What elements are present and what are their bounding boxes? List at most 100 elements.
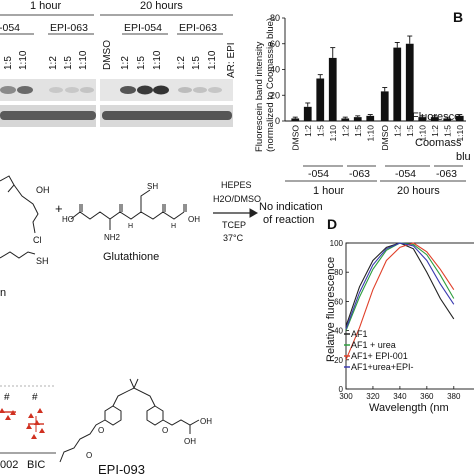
lane-label: DMSO (102, 40, 113, 70)
bar (316, 78, 325, 121)
label-20-hours: 20 hours (140, 0, 183, 12)
x-tick-label: 1:5 (405, 125, 415, 137)
bar (430, 117, 439, 121)
right-ether-chain (162, 419, 200, 426)
lane-label: 1:10 (152, 50, 163, 70)
x-tick-label: 1:10 (417, 125, 427, 142)
group-063-20h: -063 (436, 168, 457, 180)
gel-coomassie-blot (0, 105, 233, 127)
line-chart-d: 0 20 40 60 80 100 300 320 340 360 380 (330, 239, 474, 401)
benzene-ring-right (146, 405, 164, 426)
bar (405, 43, 414, 121)
x-tick-label: 320 (366, 392, 380, 401)
panel-a: 1 hour 20 hours -054 EPI-063 EPI-054 EPI… (0, 0, 237, 127)
label-epi063-1h: EPI-063 (50, 22, 88, 34)
condition-tcep: TCEP (222, 220, 246, 230)
legend-af1-urea: AF1 + urea (351, 340, 396, 350)
bond-ch2sh (140, 189, 151, 212)
x-tick-label: 1:5 (315, 125, 325, 137)
lane-label: 1:5 (63, 56, 74, 70)
chain-fragment (13, 184, 39, 234)
panel-c-labels: OH Cl SH n + HO NH2 SH H H OH Glutathion… (0, 180, 323, 299)
left-ether-chain (59, 419, 106, 463)
series-line (345, 242, 455, 330)
legend-af1: AF1 (351, 329, 368, 339)
frag-n-label: n (0, 287, 6, 299)
xlabel-002: 002 (0, 459, 18, 471)
condition-hepes: HEPES (221, 180, 252, 190)
thiol-chain-fragment (0, 251, 36, 259)
label-epi054-20h: EPI-054 (124, 22, 162, 34)
condition-solvent: H2O/DMSO (213, 194, 261, 204)
lane-label: 1:2 (120, 56, 131, 70)
series-line (345, 242, 455, 361)
panel-c (0, 175, 259, 259)
x-tick-label: 340 (393, 392, 407, 401)
scatter-point (28, 413, 34, 418)
gsh-h-label: H (171, 223, 176, 230)
result-line-1: No indication (259, 201, 323, 213)
lane-label: 1:5 (136, 56, 147, 70)
panel-b-ylabel-line2: (normalized to Coomassie blue) (265, 18, 276, 152)
y-tick-label: 80 (334, 268, 343, 277)
bar (328, 57, 337, 121)
label-epi063-20h: EPI-063 (179, 22, 217, 34)
frag-sh-label: SH (36, 256, 49, 266)
ar-epi-label: AR: EPI (226, 42, 237, 78)
gsh-oh-label: OH (188, 215, 200, 224)
x-tick-label: 1:2 (392, 125, 402, 137)
lane-label: 1:10 (207, 50, 218, 70)
scatter-points (0, 408, 45, 439)
lane-label: 1:10 (78, 50, 89, 70)
result-line-2: of reaction (263, 214, 314, 226)
y-tick-label: 60 (334, 297, 343, 306)
compound-label-epi093: EPI-093 (98, 462, 145, 474)
ether-o-label: O (86, 451, 92, 460)
y-tick-label: 0 (275, 116, 280, 126)
legend-af1-epi001: AF1+ EPI-001 (351, 351, 408, 361)
gsh-h-label: H (128, 223, 133, 230)
x-tick-label: DMSO (290, 125, 300, 151)
isopropylidene-bridge (112, 387, 156, 407)
y-tick-label: 20 (334, 356, 343, 365)
panel-b-letter: B (453, 9, 463, 25)
scatter-point (26, 424, 32, 429)
x-tick-label: 380 (447, 392, 461, 401)
x-tick-label: 1:10 (365, 125, 375, 142)
label-1-hour: 1 hour (30, 0, 62, 12)
hash-002: # (4, 392, 10, 403)
lane-label: 1:5 (3, 56, 14, 70)
panel-d: D Relative fluorescence Wavelength (nm 0… (325, 216, 474, 414)
frag-cl-label: Cl (33, 235, 42, 245)
y-tick-label: 60 (270, 39, 280, 49)
scatter-point (0, 408, 5, 413)
plus-sign: + (55, 201, 63, 216)
scatter-point (31, 434, 37, 439)
lane-label: 1:2 (48, 56, 59, 70)
condition-temp: 37°C (223, 233, 244, 243)
scatter-point (37, 408, 43, 413)
time-1-hour-b: 1 hour (313, 185, 345, 197)
epi093-structure (59, 378, 200, 463)
group-063-1h: -063 (349, 168, 370, 180)
methyl-groups (129, 378, 139, 389)
group-054-20h: -054 (395, 168, 416, 180)
scatter-point (34, 420, 40, 425)
label-054-1h: -054 (0, 22, 20, 34)
panel-d-letter: D (327, 216, 337, 232)
reaction-arrow-head (249, 208, 259, 218)
scatter-point (5, 415, 11, 420)
y-tick-label: 100 (330, 239, 344, 248)
ring-fragment (0, 175, 15, 193)
panel-d-xlabel: Wavelength (nm (369, 402, 449, 414)
bar (455, 115, 464, 121)
legend-af1-urea-epi: AF1+urea+EPI- (351, 362, 414, 372)
y-tick-label: 40 (334, 327, 343, 336)
scatter-point (39, 428, 45, 433)
gsh-sh-label: SH (147, 182, 158, 191)
panel-d-ylabel: Relative fluorescence (325, 257, 337, 362)
lane-label: 1:2 (176, 56, 187, 70)
glutathione-label: Glutathione (103, 251, 159, 263)
y-tick-label: 80 (270, 13, 280, 23)
ether-o-label: O (162, 426, 168, 435)
